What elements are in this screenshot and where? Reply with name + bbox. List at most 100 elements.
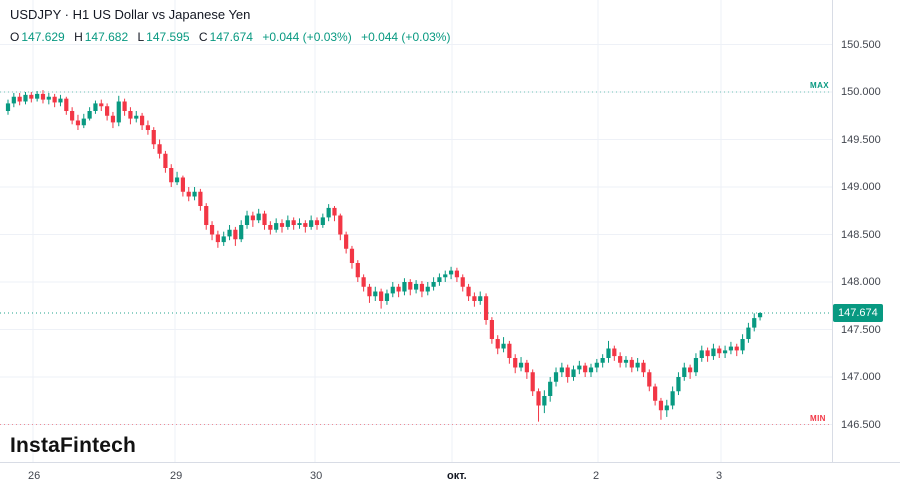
candle [390,282,395,298]
candle [746,322,751,343]
candle [128,107,133,125]
candle [752,313,757,332]
candle [87,107,92,121]
candle [75,114,81,130]
candle [169,164,174,187]
candle [472,292,477,307]
candle [728,341,734,355]
candle [344,231,349,254]
candle [658,397,664,420]
candle [70,107,75,125]
candle [29,92,34,103]
candle [209,221,215,241]
candle [122,98,127,116]
candle [40,90,46,104]
y-axis-label: 147.500 [841,323,881,336]
candle [268,221,273,235]
candle [670,386,675,410]
candle [314,217,320,230]
last-price-badge: 147.674 [833,303,883,322]
candle [186,187,191,202]
candle [454,267,460,282]
price-axis[interactable]: 150.500 150.000 149.500 149.000 148.500 148.0… [832,0,900,462]
candle [5,99,11,115]
candle [524,359,529,379]
candle [664,399,669,417]
candle [367,283,372,303]
y-axis-label: 146.500 [841,418,881,431]
x-axis-label: 3 [716,470,723,482]
candle [239,220,244,243]
candle [291,217,296,230]
candle [734,343,739,357]
candle [233,226,238,246]
y-axis-label: 149.500 [841,133,881,146]
candle [693,353,699,377]
candle [303,220,308,233]
candle [256,208,261,224]
candle [612,345,617,361]
candle [23,92,28,105]
candle [740,334,745,355]
candle [431,277,436,291]
candle [52,93,57,108]
candle [571,365,576,381]
candle [676,372,681,396]
candle [705,347,710,362]
x-axis-label: 2 [593,470,600,482]
candle [227,225,232,241]
candle [81,113,86,129]
candlestick-chart[interactable] [0,0,900,462]
candle [722,345,728,358]
candle [600,354,605,368]
candle [157,139,162,159]
max-marker-label: MAX [810,81,829,90]
candle [384,289,390,305]
candle [419,281,425,298]
y-axis-label: 148.500 [841,228,881,241]
candle [542,390,547,414]
candle [513,354,518,374]
candle [379,288,384,309]
candle [180,175,185,197]
y-axis-label: 150.500 [841,38,881,51]
candle [116,95,121,127]
candle [134,111,139,123]
candle [618,352,623,368]
candle [355,260,360,282]
time-axis[interactable]: 26 29 30 окт. 2 3 [0,462,900,491]
candle [244,210,250,229]
candle [373,286,378,301]
candle [93,100,98,114]
min-marker-label: MIN [810,413,826,423]
y-axis-label: 147.000 [841,371,881,383]
candle [460,274,465,292]
candle [466,283,471,301]
candle [35,91,40,102]
candle [332,206,337,222]
candle [653,383,658,406]
x-axis-label: окт. [447,470,467,482]
candle [577,360,582,375]
candle [682,362,687,381]
candle [408,279,413,296]
candle [402,278,407,296]
candle [279,219,285,233]
candle [349,245,355,269]
y-axis-label: 148.000 [841,276,881,288]
candle [105,103,110,121]
candle [250,211,255,227]
candle [588,363,594,377]
candle [110,111,116,129]
candle [174,171,180,186]
candle [198,188,203,211]
candle [536,388,541,422]
candle [711,343,716,360]
candle [448,266,454,280]
candle [489,317,494,344]
candle [635,358,640,372]
candle [437,273,442,286]
candle [530,369,535,396]
candle [58,94,63,107]
x-axis-label: 29 [170,470,183,482]
